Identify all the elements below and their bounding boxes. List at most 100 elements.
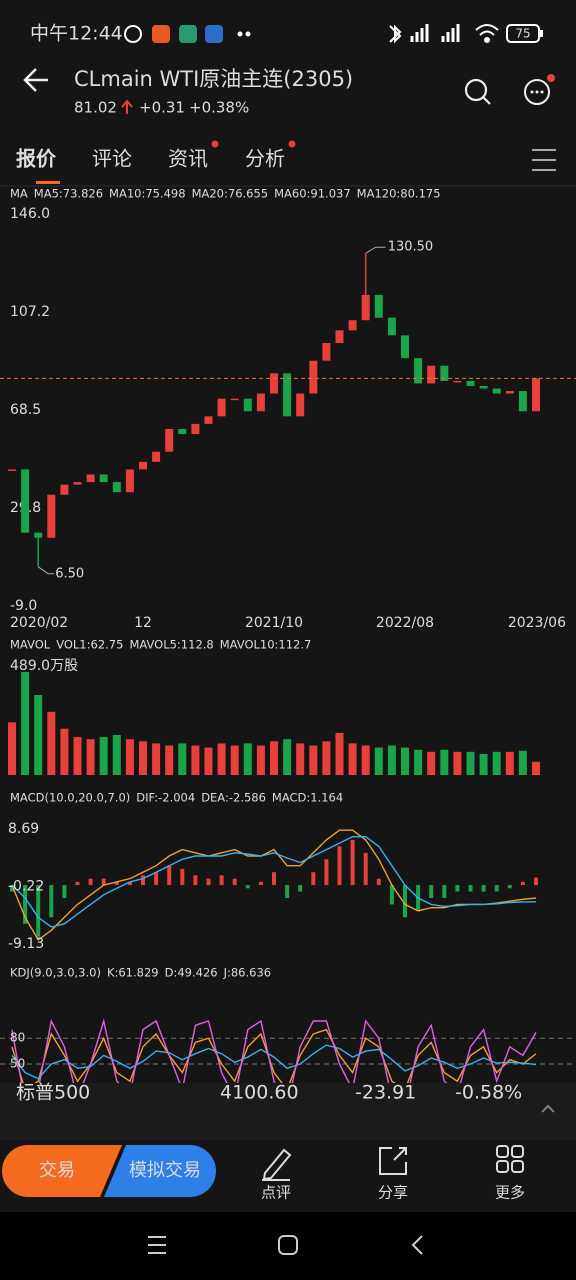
macd-bar bbox=[232, 878, 237, 886]
candle bbox=[99, 474, 108, 483]
candle bbox=[401, 335, 409, 359]
volume-bar bbox=[139, 741, 147, 775]
legend-item: VOL1:62.75 bbox=[56, 638, 123, 652]
menu-button[interactable] bbox=[532, 149, 556, 171]
candle bbox=[532, 378, 540, 412]
macd-bar bbox=[507, 885, 512, 889]
macd-bar bbox=[272, 872, 276, 886]
trade-button[interactable] bbox=[2, 1145, 122, 1197]
volume-bar bbox=[230, 745, 239, 775]
macd-bar bbox=[494, 885, 499, 892]
volume-bar bbox=[191, 745, 200, 775]
volume-bar bbox=[401, 747, 409, 775]
back-button[interactable] bbox=[23, 68, 48, 92]
x-tick-label: 2022/08 bbox=[376, 615, 434, 631]
volume-bar bbox=[21, 672, 30, 775]
x-tick-label: 2023/06 bbox=[508, 615, 566, 631]
candle bbox=[165, 428, 174, 452]
candle bbox=[34, 532, 43, 538]
candle bbox=[125, 469, 134, 493]
legend-item: MA5:73.826 bbox=[34, 187, 103, 201]
volume-bar bbox=[309, 745, 318, 775]
candle bbox=[191, 423, 200, 435]
nav-bar bbox=[0, 1212, 576, 1280]
candle bbox=[21, 469, 30, 533]
macd-bar bbox=[167, 865, 172, 886]
quote-name[interactable]: 标普500 bbox=[16, 1082, 90, 1104]
candle bbox=[256, 393, 265, 412]
macd-bar bbox=[481, 885, 486, 892]
tab-badge bbox=[288, 140, 296, 148]
macd-bar bbox=[258, 881, 263, 886]
tab-badge bbox=[211, 140, 219, 148]
volume-bar bbox=[361, 745, 370, 775]
tab[interactable]: 评论 bbox=[92, 147, 132, 171]
macd-bar bbox=[206, 878, 211, 886]
volume-bar bbox=[73, 737, 82, 775]
legend-item: J:86.636 bbox=[223, 966, 272, 980]
high-leader bbox=[365, 246, 386, 254]
nav-buttons[interactable] bbox=[148, 1235, 423, 1255]
tab[interactable]: 资讯 bbox=[168, 147, 208, 171]
share-label[interactable]: 分享 bbox=[378, 1184, 408, 1202]
macd-bar bbox=[350, 839, 355, 886]
candle bbox=[112, 482, 121, 493]
legend-item: MA10:75.498 bbox=[109, 187, 186, 201]
legend-item: D:49.426 bbox=[165, 966, 218, 980]
price: 81.02 bbox=[74, 99, 117, 117]
macd-bar bbox=[49, 885, 54, 918]
status-time: 中午12:44 bbox=[30, 23, 123, 45]
volume-bar bbox=[427, 751, 436, 775]
candle bbox=[86, 474, 95, 483]
candle bbox=[270, 373, 278, 394]
sim-trade-button[interactable] bbox=[104, 1145, 216, 1197]
y-tick-label: 107.2 bbox=[10, 304, 50, 320]
legend-item: K:61.829 bbox=[107, 966, 159, 980]
macd-bar bbox=[23, 885, 28, 924]
macd-bar bbox=[154, 872, 159, 886]
candle bbox=[492, 388, 501, 394]
collapse-button[interactable] bbox=[541, 1104, 555, 1113]
indicator-line bbox=[11, 1044, 537, 1080]
volume-bar bbox=[453, 751, 462, 775]
macd-bar bbox=[62, 885, 67, 898]
x-tick-label: 12 bbox=[134, 615, 152, 631]
candle bbox=[309, 360, 318, 394]
y-tick-label: 146.0 bbox=[10, 206, 50, 222]
trade-label: 交易 bbox=[39, 1160, 75, 1181]
search-button[interactable] bbox=[464, 78, 491, 105]
volume-bar bbox=[256, 745, 265, 775]
legend-item: MA120:80.175 bbox=[357, 187, 441, 201]
comment-label[interactable]: 点评 bbox=[261, 1184, 291, 1202]
volume-bar bbox=[34, 694, 43, 775]
candle bbox=[518, 391, 527, 412]
candle bbox=[73, 482, 82, 485]
tab[interactable]: 分析 bbox=[245, 147, 285, 171]
volume-bar bbox=[152, 743, 161, 775]
y-tick-label: 68.5 bbox=[10, 402, 41, 418]
low-leader bbox=[37, 566, 55, 575]
indicator-name: MACD(10.0,20.0,7.0) bbox=[10, 791, 130, 805]
candle bbox=[230, 398, 239, 401]
message-button[interactable] bbox=[524, 74, 555, 105]
tab[interactable]: 报价 bbox=[16, 147, 57, 171]
macd-bar bbox=[88, 878, 93, 886]
candle bbox=[139, 461, 147, 470]
indicator-name: MAVOL bbox=[10, 638, 51, 652]
candle bbox=[453, 380, 462, 383]
more-label[interactable]: 更多 bbox=[495, 1184, 525, 1202]
macd-bar bbox=[285, 885, 290, 898]
candle bbox=[505, 391, 514, 394]
macd-bar bbox=[403, 885, 407, 918]
y-tick-label: -9.13 bbox=[8, 936, 44, 952]
quote-change: -23.91 bbox=[355, 1082, 416, 1104]
volume-bar bbox=[99, 737, 108, 775]
volume-bar bbox=[348, 743, 357, 775]
volume-bar bbox=[335, 732, 344, 775]
legend-item: MAVOL10:112.7 bbox=[220, 638, 312, 652]
volume-bar bbox=[217, 743, 226, 775]
candle bbox=[348, 320, 357, 331]
y-tick-label: -0.22 bbox=[8, 879, 44, 895]
high-label: 130.50 bbox=[388, 240, 434, 255]
volume-bar bbox=[178, 743, 187, 775]
